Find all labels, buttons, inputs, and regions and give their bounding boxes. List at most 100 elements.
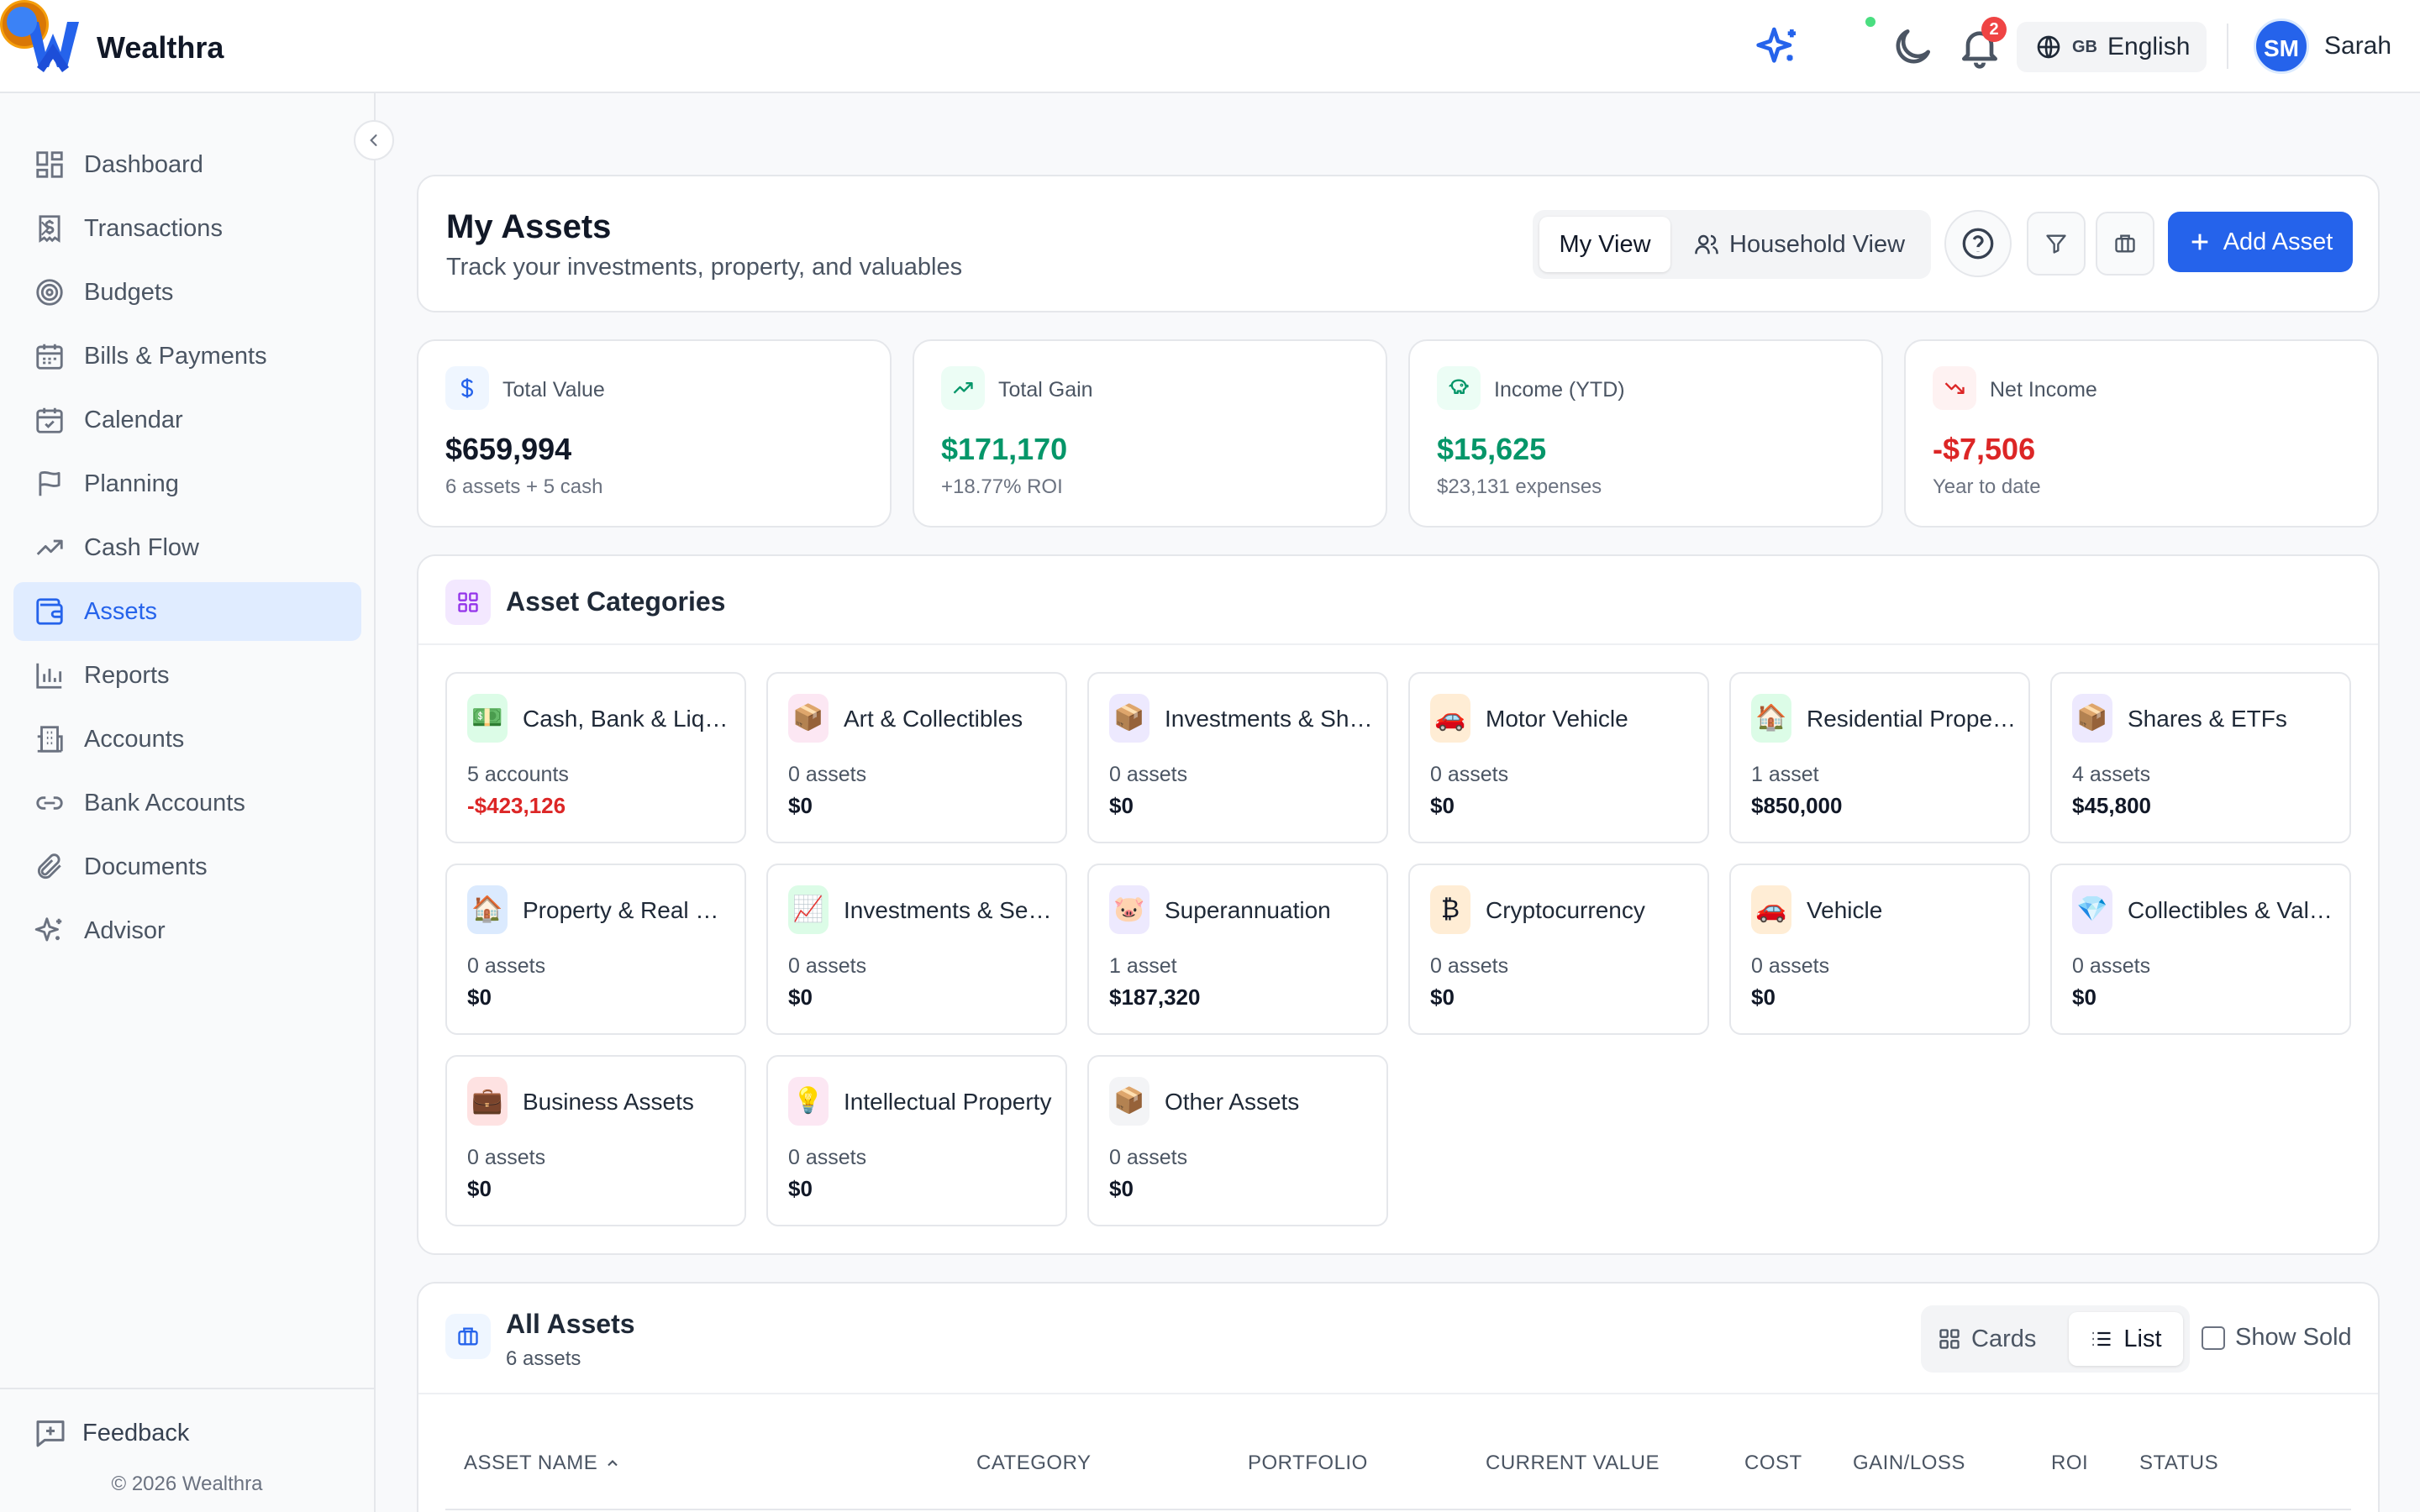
category-icon: 🚗 — [1430, 694, 1470, 743]
category-count: 0 assets — [788, 1146, 867, 1169]
bar-chart-icon — [34, 659, 66, 691]
feedback-label: Feedback — [82, 1419, 190, 1446]
stat-value: $659,994 — [445, 432, 572, 466]
cards-view-button[interactable]: Cards — [1938, 1312, 2036, 1366]
section-divider — [418, 1393, 2378, 1394]
add-asset-button[interactable]: Add Asset — [2168, 212, 2353, 272]
app-name[interactable]: Wealthra — [97, 30, 224, 65]
column-header-current-value[interactable]: CURRENT VALUE — [1486, 1452, 1660, 1474]
language-selector[interactable]: GB English — [2017, 22, 2207, 72]
user-name[interactable]: Sarah — [2324, 32, 2392, 60]
feedback-button[interactable]: Feedback — [34, 1416, 189, 1450]
column-header-gain-loss[interactable]: GAIN/LOSS — [1853, 1452, 1965, 1474]
sidebar-item-transactions[interactable]: Transactions — [13, 199, 361, 258]
category-value: $850,000 — [1751, 793, 1843, 818]
sidebar-item-dashboard[interactable]: Dashboard — [13, 135, 361, 194]
wealthra-logo[interactable] — [25, 18, 81, 72]
category-card[interactable]: 📦 Other Assets 0 assets $0 — [1087, 1055, 1388, 1226]
category-card[interactable]: 💎 Collectibles & Valuables 0 assets $0 — [2050, 864, 2351, 1035]
filter-button[interactable] — [2027, 212, 2086, 276]
chevron-right-icon — [34, 218, 55, 239]
sidebar-item-reports[interactable]: Reports — [13, 646, 361, 705]
category-count: 4 assets — [2072, 763, 2151, 786]
category-card[interactable]: 💵 Cash, Bank & Liquid 5 accounts -$423,126 — [445, 672, 746, 843]
column-header-category[interactable]: CATEGORY — [976, 1452, 1092, 1474]
category-card[interactable]: 📈 Investments & Securities 0 assets $0 — [766, 864, 1067, 1035]
sidebar-footer-divider — [0, 1388, 374, 1389]
category-count: 1 asset — [1109, 954, 1177, 978]
category-card[interactable]: 🚗 Vehicle 0 assets $0 — [1729, 864, 2030, 1035]
sidebar-item-documents[interactable]: Documents — [13, 837, 361, 896]
all-assets-title: All Assets — [506, 1309, 635, 1339]
sidebar-item-bills-payments[interactable]: Bills & Payments — [13, 327, 361, 386]
category-card[interactable]: 💡 Intellectual Property 0 assets $0 — [766, 1055, 1067, 1226]
sidebar-item-assets[interactable]: Assets — [13, 582, 361, 641]
message-plus-icon — [34, 1416, 67, 1450]
list-view-button[interactable]: List — [2069, 1312, 2183, 1366]
category-icon: 💎 — [2072, 885, 2112, 934]
category-value: -$423,126 — [467, 793, 566, 818]
sidebar-item-bank-accounts[interactable]: Bank Accounts — [13, 774, 361, 832]
category-icon: 📈 — [788, 885, 829, 934]
category-card[interactable]: 💼 Business Assets 0 assets $0 — [445, 1055, 746, 1226]
sidebar-item-label: Cash Flow — [84, 533, 199, 561]
stat-value: -$7,506 — [1933, 432, 2036, 466]
help-button[interactable] — [1944, 210, 2012, 277]
category-value: $0 — [1109, 1176, 1134, 1201]
ai-sparkle-button[interactable] — [1754, 24, 1802, 71]
sidebar-item-advisor[interactable]: Advisor — [13, 901, 361, 960]
sort-ascending-icon — [604, 1455, 621, 1472]
calendar-check-icon — [34, 404, 66, 436]
category-value: $0 — [1430, 793, 1455, 818]
sidebar-item-label: Budgets — [84, 278, 174, 306]
language-label: English — [2107, 33, 2191, 60]
user-avatar[interactable]: SM — [2254, 18, 2309, 74]
category-card[interactable]: ₿ Cryptocurrency 0 assets $0 — [1408, 864, 1709, 1035]
checkbox-box[interactable] — [2202, 1326, 2225, 1350]
category-name: Business Assets — [523, 1089, 694, 1115]
sidebar-item-label: Dashboard — [84, 150, 203, 178]
all-assets-count: 6 assets — [506, 1347, 581, 1370]
column-header-roi[interactable]: ROI — [2051, 1452, 2089, 1474]
sidebar-item-calendar[interactable]: Calendar — [13, 391, 361, 449]
column-header-portfolio[interactable]: PORTFOLIO — [1248, 1452, 1368, 1474]
portfolio-button[interactable] — [2096, 212, 2154, 276]
category-name: Investments & Shares — [1165, 706, 1375, 732]
category-name: Motor Vehicle — [1486, 706, 1628, 732]
show-sold-checkbox[interactable]: Show Sold — [2202, 1324, 2352, 1352]
sidebar-item-accounts[interactable]: Accounts — [13, 710, 361, 769]
category-count: 0 assets — [1430, 954, 1509, 978]
category-card[interactable]: 🏠 Property & Real Estate 0 assets $0 — [445, 864, 746, 1035]
sidebar-item-cash-flow[interactable]: Cash Flow — [13, 518, 361, 577]
category-count: 5 accounts — [467, 763, 569, 786]
stat-card-net-income: Net Income -$7,506 Year to date — [1904, 339, 2379, 528]
category-card[interactable]: 📦 Shares & ETFs 4 assets $45,800 — [2050, 672, 2351, 843]
briefcase-icon — [445, 1314, 491, 1359]
column-header-status[interactable]: STATUS — [2139, 1452, 2219, 1474]
sidebar-item-label: Calendar — [84, 406, 183, 433]
household-view-tab[interactable]: Household View — [1684, 217, 1915, 272]
globe-icon — [2035, 34, 2062, 60]
sidebar-item-label: Bank Accounts — [84, 789, 245, 816]
category-card[interactable]: 🐷 Superannuation 1 asset $187,320 — [1087, 864, 1388, 1035]
asset-categories-title: Asset Categories — [506, 586, 726, 617]
category-card[interactable]: 📦 Art & Collectibles 0 assets $0 — [766, 672, 1067, 843]
column-header-asset-name[interactable]: ASSET NAME — [464, 1452, 621, 1475]
my-view-tab[interactable]: My View — [1539, 217, 1670, 272]
cards-view-label: Cards — [1971, 1325, 2037, 1352]
sidebar-item-planning[interactable]: Planning — [13, 454, 361, 513]
category-icon: 🏠 — [1751, 694, 1791, 743]
category-count: 0 assets — [2072, 954, 2151, 978]
link-icon — [34, 787, 66, 819]
category-card[interactable]: 📦 Investments & Shares 0 assets $0 — [1087, 672, 1388, 843]
column-header-cost[interactable]: COST — [1744, 1452, 1802, 1474]
sidebar-item-label: Advisor — [84, 916, 166, 944]
category-card[interactable]: 🏠 Residential Property 1 asset $850,000 — [1729, 672, 2030, 843]
dark-mode-toggle[interactable] — [1889, 24, 1936, 71]
category-card[interactable]: 🚗 Motor Vehicle 0 assets $0 — [1408, 672, 1709, 843]
category-name: Intellectual Property — [844, 1089, 1052, 1115]
collapse-sidebar-button[interactable] — [354, 120, 394, 160]
sidebar-item-budgets[interactable]: Budgets — [13, 263, 361, 322]
category-count: 0 assets — [788, 954, 867, 978]
assets-table-header: ASSET NAME CATEGORY PORTFOLIO CURRENT VA… — [445, 1452, 2351, 1510]
